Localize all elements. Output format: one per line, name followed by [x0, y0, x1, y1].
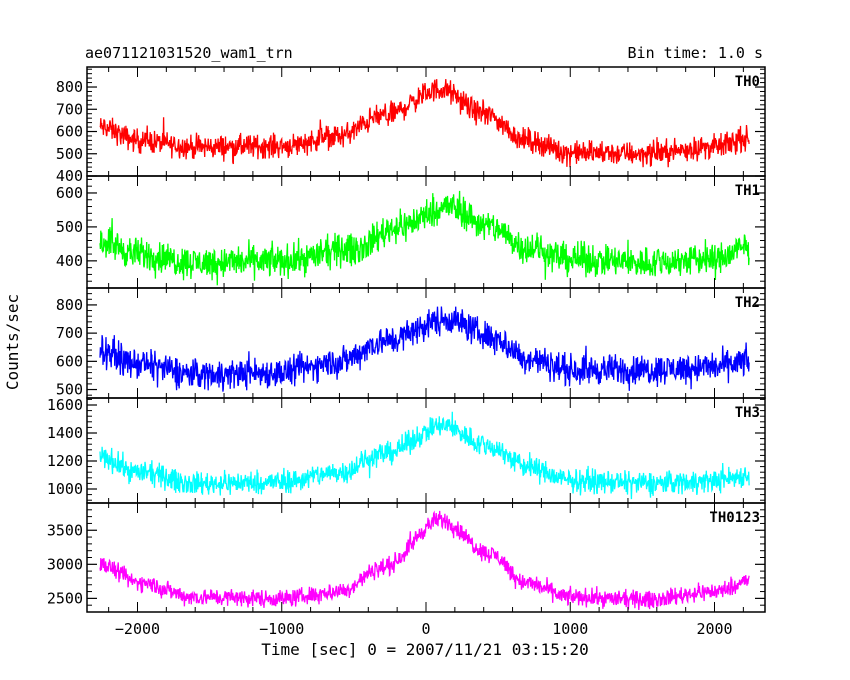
panel-label: TH0123: [709, 510, 760, 526]
x-axis-label: Time [sec] 0 = 2007/11/21 03:15:20: [261, 640, 589, 659]
y-tick-label: 500: [56, 145, 83, 163]
panel-th1: 400 500 600 TH1: [56, 175, 766, 289]
bin-time-label: Bin time: 1.0 s: [628, 44, 763, 62]
y-tick-label: 800: [56, 296, 83, 314]
panel-th0123: 2500 3000 3500 TH0123: [47, 502, 766, 613]
y-tick-label: 500: [56, 381, 83, 399]
y-tick-label: 1600: [47, 396, 83, 414]
x-tick-label: 0: [421, 620, 430, 638]
y-tick-label: 600: [56, 352, 83, 370]
series-line-th3: [99, 411, 750, 500]
panel-th2: 500 600 700 800 TH2: [56, 287, 766, 399]
series-line-th0: [99, 79, 750, 168]
panels-layer: 400 500 600 700 800 TH0 400 500 600 TH1 500 600 700 8…: [47, 66, 766, 638]
x-tick-label: 2000: [696, 620, 732, 638]
panel-label: TH1: [735, 183, 760, 199]
chart-title: ae071121031520_wam1_trn: [85, 44, 293, 62]
y-tick-label: 1400: [47, 424, 83, 442]
panel-label: TH3: [735, 405, 760, 421]
y-tick-label: 2500: [47, 589, 83, 607]
panel-frame: [86, 175, 766, 289]
panel-th3: 1000 1200 1400 1600 TH3: [47, 396, 766, 504]
x-tick-label: −1000: [259, 620, 304, 638]
y-tick-label: 500: [56, 218, 83, 236]
y-tick-label: 600: [56, 123, 83, 141]
series-line-th0123: [99, 510, 750, 611]
series-line-th2: [99, 306, 750, 392]
y-tick-label: 600: [56, 184, 83, 202]
y-tick-label: 1200: [47, 452, 83, 470]
x-tick-label: −2000: [115, 620, 160, 638]
y-axis-label: Counts/sec: [3, 294, 22, 390]
y-tick-label: 3500: [47, 521, 83, 539]
panel-frame: [86, 66, 766, 177]
y-tick-label: 400: [56, 167, 83, 185]
series-line-th1: [99, 190, 750, 286]
y-tick-label: 400: [56, 252, 83, 270]
panel-label: TH2: [735, 295, 760, 311]
panel-label: TH0: [735, 74, 760, 90]
y-tick-label: 3000: [47, 555, 83, 573]
x-tick-label: 1000: [552, 620, 588, 638]
y-tick-label: 800: [56, 78, 83, 96]
y-tick-label: 700: [56, 100, 83, 118]
y-tick-label: 1000: [47, 480, 83, 498]
panel-th0: 400 500 600 700 800 TH0: [56, 66, 766, 185]
y-tick-label: 700: [56, 324, 83, 342]
